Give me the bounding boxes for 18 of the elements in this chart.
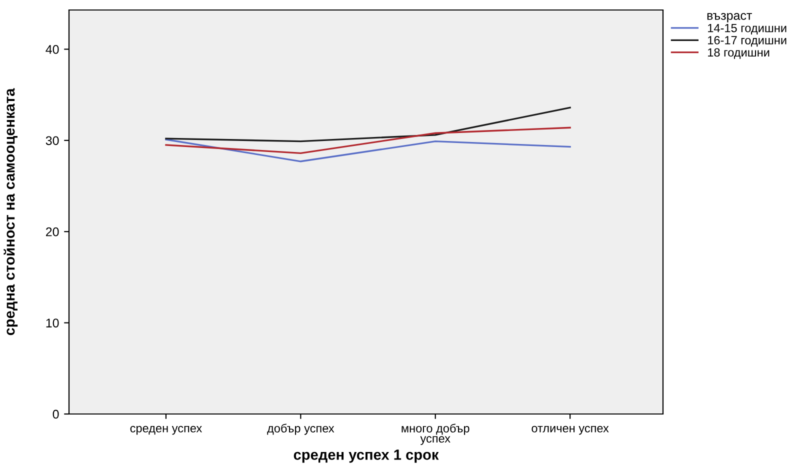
line-series xyxy=(165,106,571,142)
x-tick-label: среден успех xyxy=(130,426,202,435)
y-tick-label: 30 xyxy=(46,136,59,146)
legend-title: възраст xyxy=(707,13,752,22)
x-tick-label: много добър успех xyxy=(402,424,470,445)
x-tick-label: добър успех xyxy=(267,424,334,435)
y-tick-label: 0 xyxy=(52,410,59,419)
legend-label: 18 годишни xyxy=(708,48,770,59)
line-series xyxy=(165,138,571,162)
y-axis-title: средна стойност на самооценката xyxy=(4,88,18,336)
y-tick-label: 10 xyxy=(46,318,59,328)
x-tick-label: отличен успех xyxy=(532,426,609,435)
line-series xyxy=(165,126,571,154)
legend-label: 14-15 годишни xyxy=(708,24,786,34)
x-axis-title: среден успех 1 срок xyxy=(294,450,439,463)
y-tick-label: 40 xyxy=(46,45,59,54)
y-tick-label: 20 xyxy=(46,227,59,236)
legend-label: 16-17 годишни xyxy=(708,36,786,47)
